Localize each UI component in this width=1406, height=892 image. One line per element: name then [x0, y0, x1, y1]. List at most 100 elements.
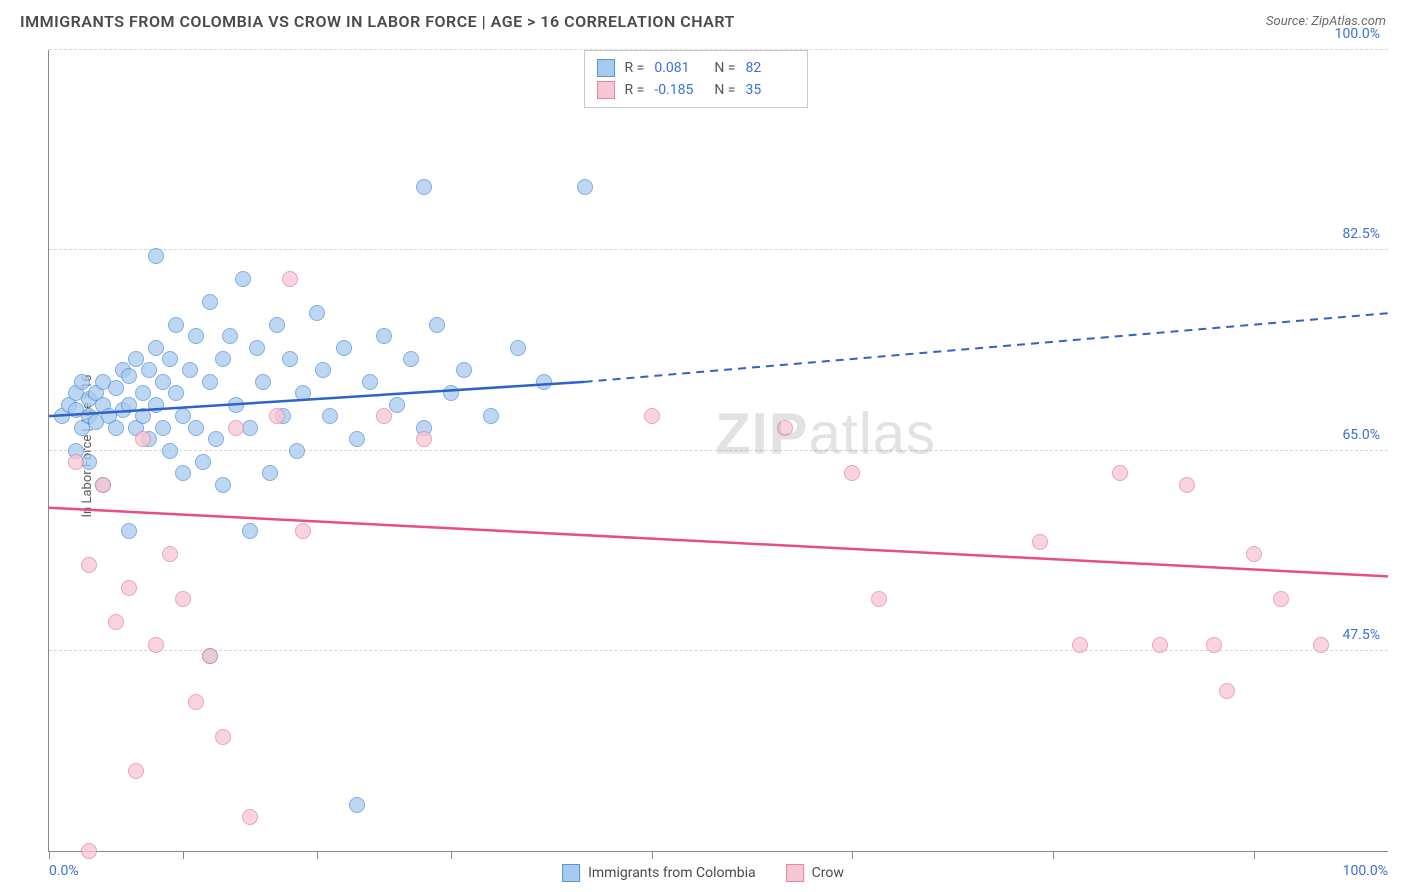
point-series-a — [249, 340, 265, 356]
x-tick — [1254, 851, 1255, 859]
point-series-a — [128, 351, 144, 367]
point-series-a — [202, 374, 218, 390]
point-series-a — [188, 420, 204, 436]
point-series-b — [1072, 637, 1088, 653]
point-series-b — [295, 523, 311, 539]
point-series-a — [215, 477, 231, 493]
n-label: N = — [714, 82, 735, 98]
point-series-b — [1179, 477, 1195, 493]
point-series-b — [844, 465, 860, 481]
point-series-a — [295, 385, 311, 401]
gridline — [49, 650, 1388, 651]
point-series-a — [108, 380, 124, 396]
point-series-b — [175, 591, 191, 607]
point-series-a — [195, 454, 211, 470]
point-series-a — [148, 248, 164, 264]
x-tick — [852, 851, 853, 859]
point-series-b — [376, 408, 392, 424]
point-series-b — [416, 431, 432, 447]
point-series-b — [1273, 591, 1289, 607]
y-tick-label: 47.5% — [1342, 627, 1380, 643]
point-series-b — [188, 694, 204, 710]
point-series-b — [68, 454, 84, 470]
stats-row-series-a: R = 0.081 N = 82 — [597, 57, 796, 79]
swatch-series-b — [597, 81, 615, 99]
point-series-a — [228, 397, 244, 413]
point-series-a — [175, 408, 191, 424]
point-series-a — [121, 368, 137, 384]
point-series-a — [577, 179, 593, 195]
x-tick — [49, 851, 50, 859]
legend-item-b: Crow — [786, 864, 844, 882]
legend-swatch-b — [786, 864, 804, 882]
point-series-b — [121, 580, 137, 596]
point-series-b — [162, 546, 178, 562]
point-series-a — [155, 374, 171, 390]
point-series-a — [108, 420, 124, 436]
gridline — [49, 249, 1388, 250]
point-series-a — [255, 374, 271, 390]
point-series-a — [289, 443, 305, 459]
point-series-b — [108, 614, 124, 630]
point-series-b — [1206, 637, 1222, 653]
point-series-a — [188, 328, 204, 344]
watermark: ZIPatlas — [715, 401, 936, 468]
gridline — [49, 450, 1388, 451]
point-series-a — [269, 317, 285, 333]
point-series-a — [135, 408, 151, 424]
point-series-a — [182, 362, 198, 378]
point-series-a — [208, 431, 224, 447]
point-series-b — [269, 408, 285, 424]
point-series-a — [322, 408, 338, 424]
point-series-a — [168, 317, 184, 333]
x-tick — [317, 851, 318, 859]
point-series-b — [644, 408, 660, 424]
point-series-b — [202, 648, 218, 664]
y-tick-label: 65.0% — [1342, 427, 1380, 443]
point-series-a — [148, 340, 164, 356]
point-series-b — [135, 431, 151, 447]
swatch-series-a — [597, 59, 615, 77]
point-series-a — [141, 362, 157, 378]
stats-legend: R = 0.081 N = 82 R = -0.185 N = 35 — [584, 50, 809, 108]
point-series-a — [222, 328, 238, 344]
point-series-a — [362, 374, 378, 390]
point-series-b — [1152, 637, 1168, 653]
point-series-a — [536, 374, 552, 390]
point-series-a — [135, 385, 151, 401]
point-series-b — [1032, 534, 1048, 550]
point-series-a — [175, 465, 191, 481]
point-series-a — [262, 465, 278, 481]
x-tick — [183, 851, 184, 859]
point-series-a — [376, 328, 392, 344]
x-min-label: 0.0% — [49, 863, 79, 879]
y-tick-label: 82.5% — [1342, 226, 1380, 242]
legend-label-b: Crow — [812, 865, 844, 881]
r-value-a: 0.081 — [654, 60, 704, 76]
point-series-a — [336, 340, 352, 356]
point-series-a — [416, 179, 432, 195]
point-series-a — [443, 385, 459, 401]
point-series-a — [121, 397, 137, 413]
point-series-b — [228, 420, 244, 436]
x-max-label: 100.0% — [1343, 863, 1388, 879]
stats-row-series-b: R = -0.185 N = 35 — [597, 79, 796, 101]
point-series-b — [81, 557, 97, 573]
point-series-a — [242, 523, 258, 539]
point-series-b — [871, 591, 887, 607]
point-series-a — [74, 374, 90, 390]
point-series-b — [81, 843, 97, 859]
r-label: R = — [625, 60, 645, 76]
trend-lines — [49, 50, 1388, 851]
point-series-a — [235, 271, 251, 287]
point-series-b — [148, 637, 164, 653]
series-legend: Immigrants from Colombia Crow — [562, 864, 844, 882]
point-series-a — [168, 385, 184, 401]
point-series-a — [215, 351, 231, 367]
point-series-a — [315, 362, 331, 378]
point-series-b — [242, 809, 258, 825]
legend-label-a: Immigrants from Colombia — [588, 865, 756, 881]
point-series-b — [128, 763, 144, 779]
r-value-b: -0.185 — [654, 82, 704, 98]
n-label: N = — [714, 60, 735, 76]
